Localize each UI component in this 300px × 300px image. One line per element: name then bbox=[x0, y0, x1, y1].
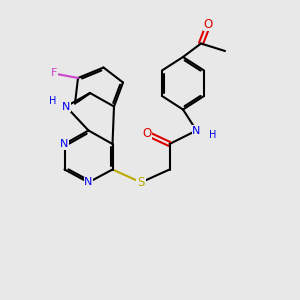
Text: H: H bbox=[209, 130, 217, 140]
Text: N: N bbox=[192, 125, 201, 136]
Text: S: S bbox=[137, 176, 145, 189]
Text: O: O bbox=[204, 17, 213, 31]
Text: N: N bbox=[62, 101, 70, 112]
Text: N: N bbox=[84, 177, 93, 188]
Text: H: H bbox=[49, 95, 56, 106]
Text: N: N bbox=[60, 139, 69, 149]
Text: O: O bbox=[142, 127, 152, 140]
Text: F: F bbox=[51, 68, 57, 79]
